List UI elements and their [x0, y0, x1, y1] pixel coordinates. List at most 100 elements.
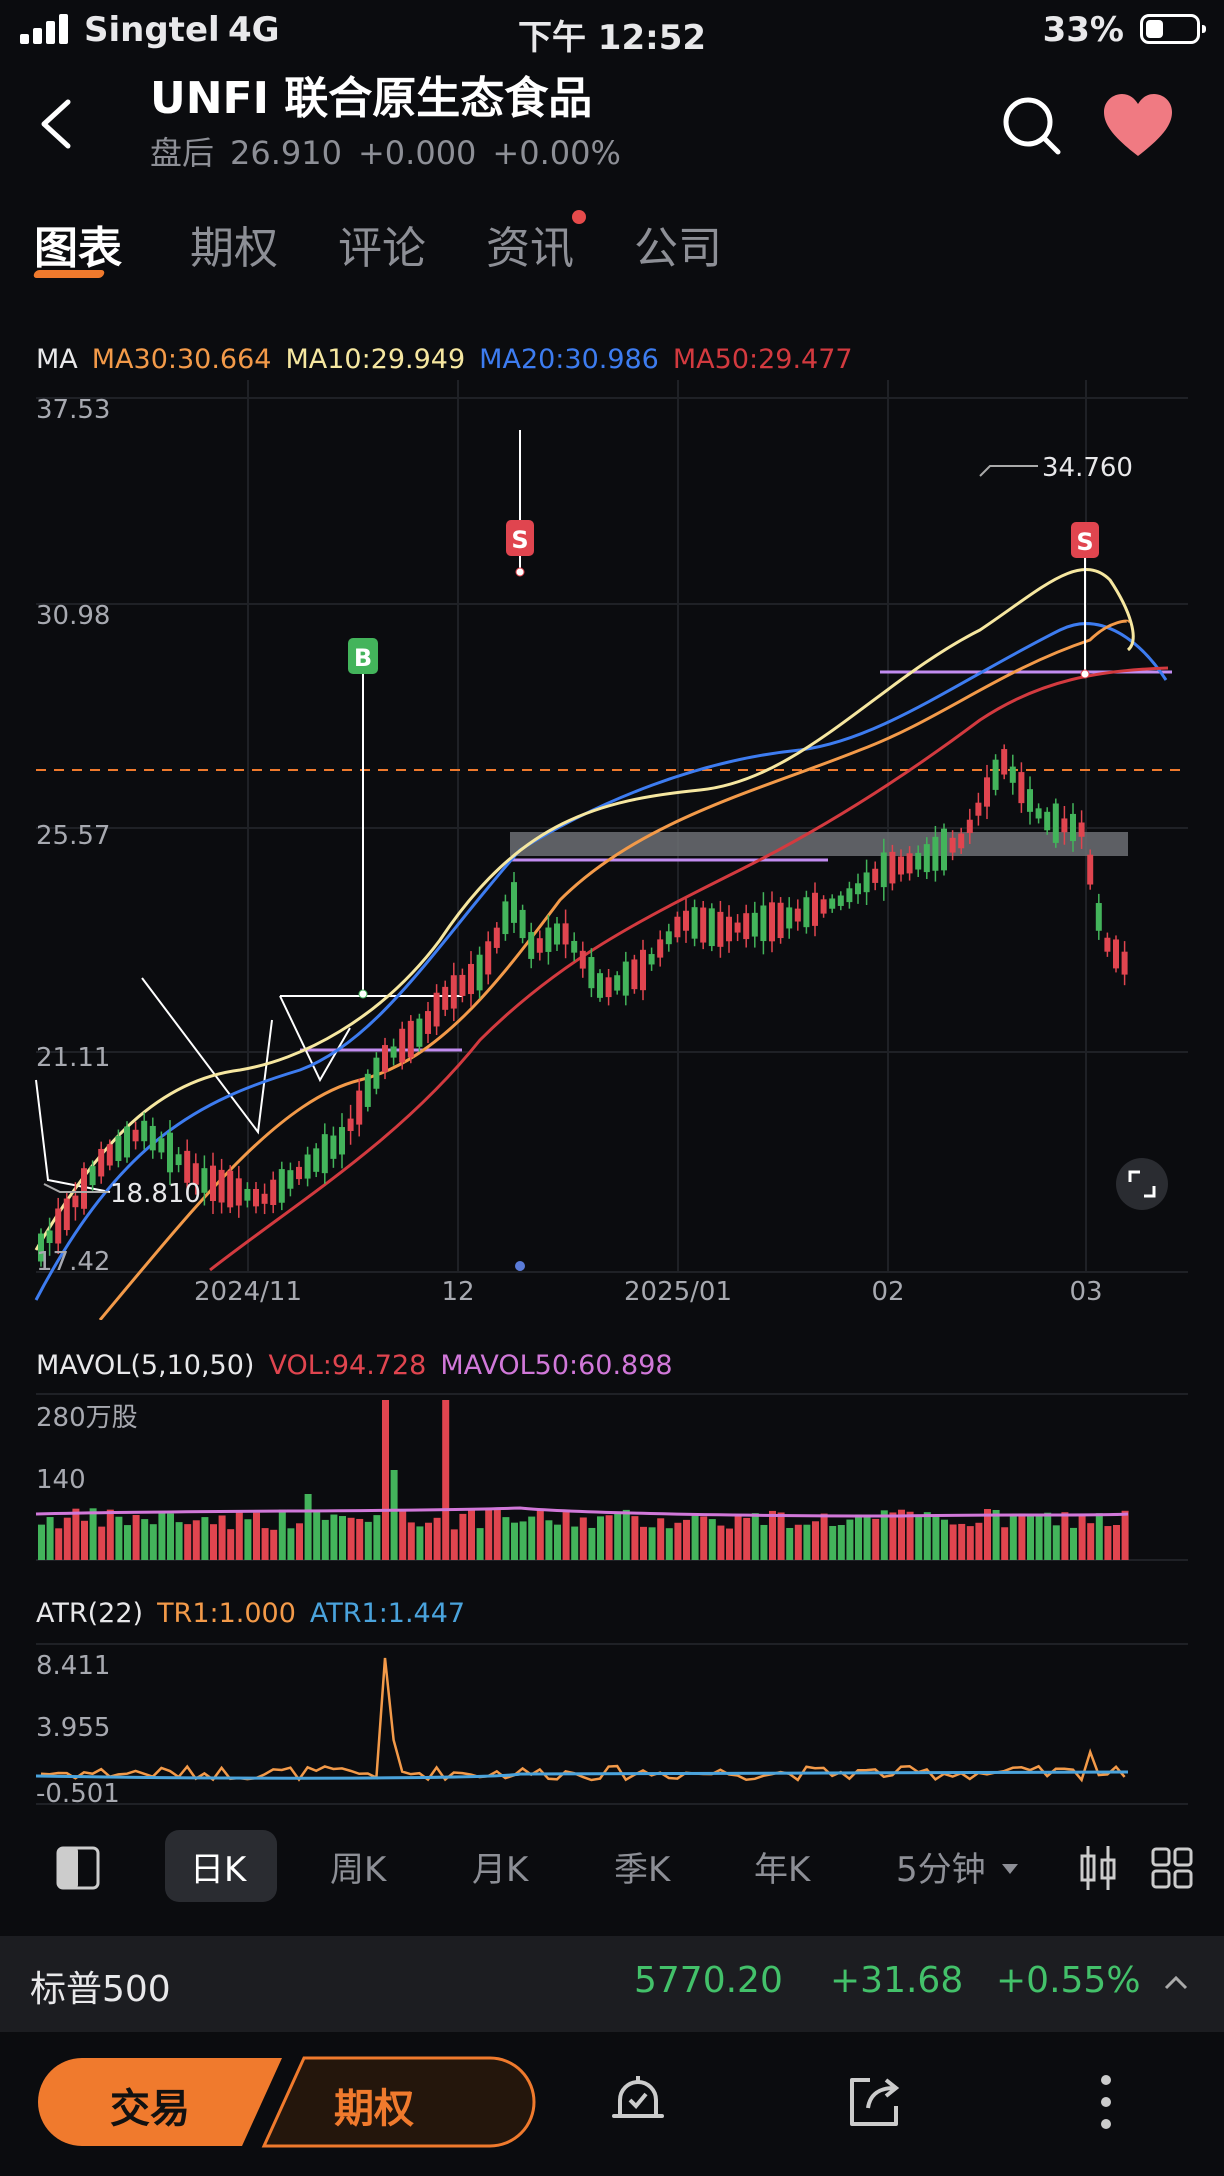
volume-bar	[235, 1511, 243, 1560]
volume-bar	[958, 1523, 966, 1560]
volume-bar	[98, 1526, 106, 1560]
candle-body	[794, 908, 801, 922]
volume-bar	[846, 1519, 854, 1560]
volume-bar	[949, 1524, 957, 1560]
candle-body	[296, 1166, 302, 1180]
active-period-bg	[165, 1830, 277, 1902]
candle-body	[158, 1138, 165, 1153]
candle-body	[889, 851, 896, 884]
candle-body	[201, 1168, 208, 1193]
period-5min[interactable]: 5分钟	[896, 1850, 986, 1890]
atr-chart[interactable]: 8.411 3.955 -0.501	[0, 1640, 1224, 1810]
volume-bar	[786, 1527, 794, 1560]
volume-bar	[915, 1514, 923, 1560]
tab-options[interactable]: 期权	[190, 223, 278, 274]
more-menu-icon[interactable]	[1094, 2070, 1118, 2134]
candle-body	[511, 882, 517, 923]
favorite-heart-icon[interactable]	[1102, 92, 1174, 158]
period-month[interactable]: 月K	[472, 1850, 529, 1890]
volume-bar	[984, 1509, 991, 1560]
trade-options-toggle[interactable]	[36, 2056, 536, 2148]
volume-bar	[175, 1522, 183, 1560]
y-axis-label: 25.57	[36, 821, 110, 851]
sell-signal-marker-2[interactable]: S	[1071, 522, 1099, 679]
sidebar-toggle-icon[interactable]	[56, 1846, 100, 1890]
volume-bar	[769, 1510, 776, 1560]
price-chart[interactable]: S B S 34.760 18.810 37.53 30.98 25.57 21…	[0, 380, 1224, 1320]
active-tab-indicator	[32, 270, 106, 278]
atr-line	[35, 1770, 1129, 1780]
candle-body	[468, 963, 474, 995]
candle-body	[622, 961, 629, 996]
volume-bar	[751, 1513, 759, 1560]
period-quarter[interactable]: 季K	[614, 1850, 671, 1890]
volume-bar	[330, 1514, 338, 1560]
grid-layout-icon[interactable]	[1150, 1846, 1194, 1890]
tab-chart[interactable]: 图表	[34, 223, 122, 274]
tab-comments[interactable]: 评论	[338, 223, 426, 274]
volume-bars	[38, 1400, 1129, 1560]
ma10-value: MA10:29.949	[285, 344, 466, 375]
candle-body	[124, 1126, 130, 1158]
volume-bar	[261, 1528, 269, 1560]
candle-body	[253, 1188, 259, 1207]
period-week[interactable]: 周K	[330, 1850, 387, 1890]
candle-body	[648, 954, 655, 965]
volume-bar	[192, 1520, 200, 1560]
volume-chart[interactable]: 280万股 140	[0, 1390, 1224, 1570]
volume-bar	[1018, 1513, 1026, 1560]
buy-signal-marker[interactable]: B	[348, 638, 378, 999]
candle-body	[717, 911, 724, 947]
volume-bar	[640, 1526, 647, 1560]
candle-body	[1078, 822, 1085, 837]
candle-body	[915, 852, 922, 870]
candlestick-style-icon[interactable]	[1078, 1844, 1118, 1892]
volume-bar	[313, 1510, 321, 1560]
volume-bar	[760, 1524, 768, 1560]
chevron-down-icon[interactable]	[1000, 1862, 1020, 1876]
back-arrow-icon[interactable]	[30, 94, 90, 154]
volume-bar	[665, 1528, 673, 1560]
candle-body	[545, 927, 552, 952]
candle-body	[1027, 789, 1033, 812]
volume-bar	[605, 1515, 613, 1560]
share-icon[interactable]	[842, 2070, 906, 2134]
after-hours-label: 盘后	[150, 134, 215, 172]
volume-bar	[46, 1517, 54, 1560]
candle-body	[837, 895, 844, 906]
candle-body	[425, 1011, 431, 1034]
volume-bar	[829, 1525, 837, 1560]
candle-body	[683, 910, 689, 931]
volume-bar	[106, 1509, 114, 1560]
tab-company[interactable]: 公司	[634, 223, 722, 274]
fullscreen-icon[interactable]	[1116, 1158, 1168, 1210]
candle-body	[734, 922, 741, 933]
network-type: 4G	[228, 10, 280, 50]
alert-bell-icon[interactable]	[606, 2070, 670, 2134]
volume-bar	[683, 1519, 690, 1560]
options-button[interactable]: 期权	[334, 2086, 414, 2132]
candle-body	[726, 916, 732, 942]
candle-body	[588, 957, 595, 989]
sell-signal-marker[interactable]: S	[506, 430, 534, 577]
candle-body	[923, 844, 930, 873]
ma20-line	[34, 622, 1168, 1301]
search-icon[interactable]	[1000, 94, 1064, 158]
volume-bar	[433, 1517, 441, 1560]
trade-button[interactable]: 交易	[110, 2086, 190, 2132]
tab-news[interactable]: 资讯	[486, 223, 574, 274]
candle-body	[863, 872, 870, 893]
index-ticker[interactable]: 标普500 5770.20 +31.68 +0.55%	[0, 1936, 1224, 2032]
candle-body	[1113, 939, 1119, 969]
volume-bar	[184, 1524, 192, 1560]
candle-body	[493, 927, 500, 948]
pattern-line	[141, 977, 273, 1135]
volume-bar	[657, 1518, 665, 1560]
volume-bar	[820, 1513, 828, 1560]
volume-bar	[296, 1523, 303, 1560]
candle-body	[356, 1090, 363, 1125]
volume-bar	[588, 1527, 596, 1560]
chevron-up-icon[interactable]	[1164, 1974, 1188, 1990]
period-year[interactable]: 年K	[754, 1850, 811, 1890]
period-day[interactable]: 日K	[190, 1850, 247, 1890]
